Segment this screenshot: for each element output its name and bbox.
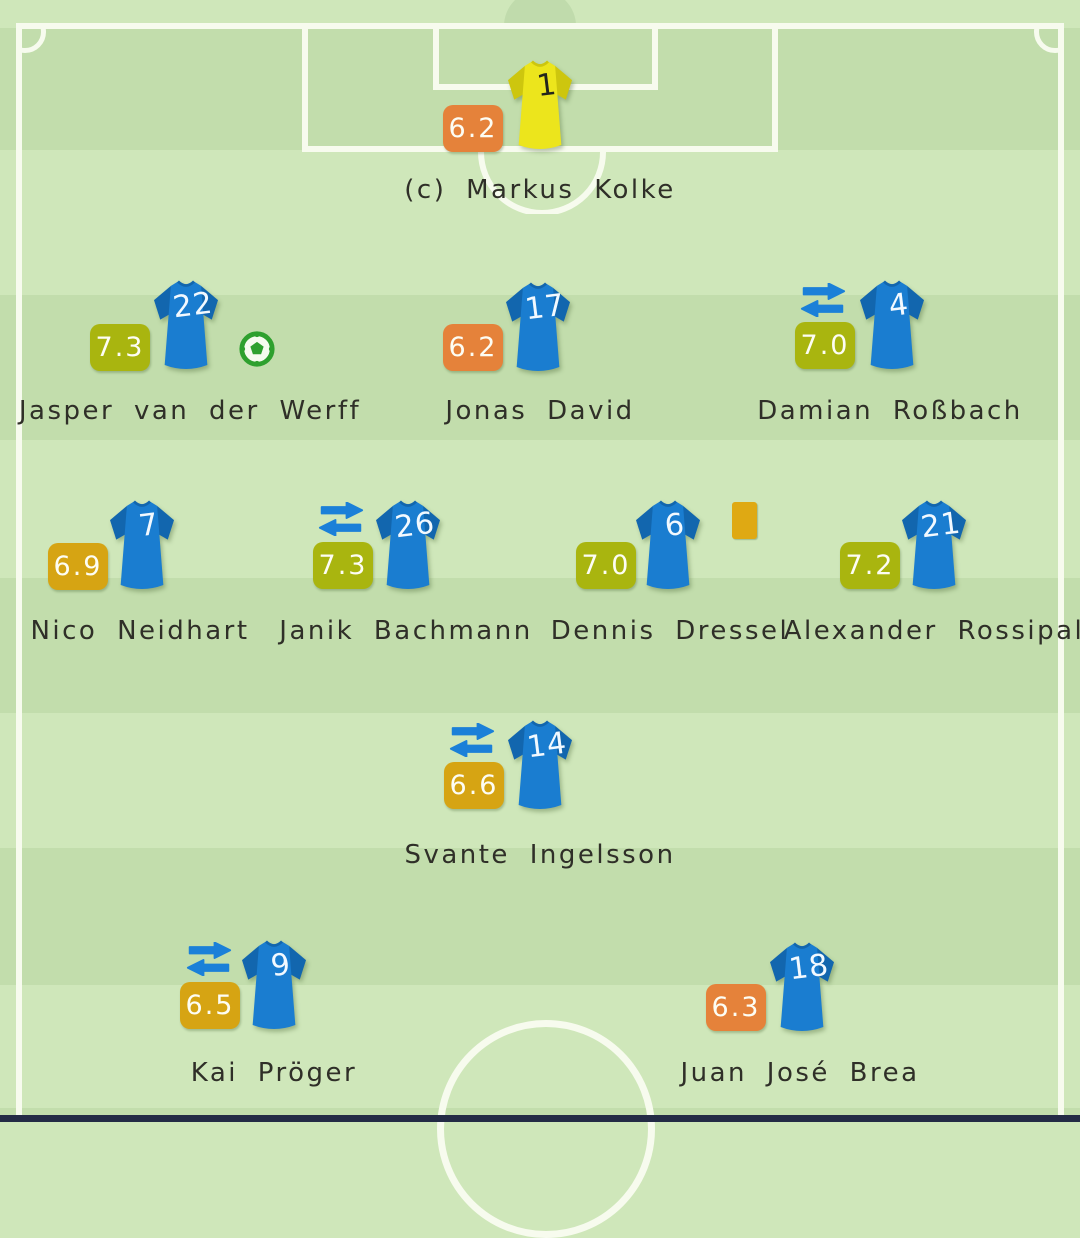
player-nico-neidhart[interactable]: 7 6.9 Nico Neidhart [30, 496, 247, 646]
player-alexander-rossipal[interactable]: 21 7.2 Alexander Rossipal [784, 496, 1080, 646]
substitution-icon [186, 942, 232, 976]
pitch-stripe [0, 848, 1080, 985]
bottom-bar [0, 1115, 1080, 1122]
player-janik-bachmann[interactable]: 26 7.3 Janik Bachmann [279, 496, 530, 646]
player-name: Kai Pröger [190, 1058, 358, 1088]
player-name: Nico Neidhart [30, 616, 250, 646]
player-svante-ingelsson[interactable]: 14 6.6 Svante Ingelsson [404, 716, 673, 870]
pitch-stripe [0, 578, 1080, 713]
player-juan-jose-brea[interactable]: 18 6.3 Juan José Brea [680, 938, 917, 1088]
goalkeeper-jersey-icon [508, 60, 572, 149]
rating-badge: 6.2 [443, 105, 503, 152]
rating-badge: 7.0 [795, 322, 855, 369]
penalty-arc [474, 152, 606, 214]
rating-badge: 7.0 [576, 542, 636, 589]
player-name: Dennis Dressel [550, 616, 790, 646]
goal-line [16, 23, 1064, 29]
rating-badge: 7.3 [90, 324, 150, 371]
rating-badge: 6.2 [443, 324, 503, 371]
player-markus-kolke[interactable]: 1 6.2 (c) Markus Kolke [404, 56, 673, 205]
corner-arc-left [22, 29, 52, 59]
goal-shape [500, 0, 580, 24]
jersey-icon [506, 282, 570, 371]
rating-badge: 6.3 [706, 984, 766, 1031]
left-sideline [16, 23, 22, 1122]
jersey-icon [770, 942, 834, 1031]
substitution-icon [449, 723, 495, 757]
jersey-icon [242, 940, 306, 1029]
player-name: (c) Markus Kolke [404, 175, 676, 205]
player-kai-proger[interactable]: 9 6.5 Kai Pröger [180, 936, 355, 1088]
jersey-icon [636, 500, 700, 589]
yellow-card-icon [732, 502, 757, 539]
rating-badge: 7.2 [840, 542, 900, 589]
rating-badge: 6.5 [180, 982, 240, 1029]
player-damian-rossbach[interactable]: 4 7.0 Damian Roßbach [757, 276, 1020, 426]
jersey-icon [508, 720, 572, 809]
jersey-icon [902, 500, 966, 589]
jersey-icon [154, 280, 218, 369]
rating-badge: 6.6 [444, 762, 504, 809]
goal-scored-icon [239, 331, 275, 367]
right-sideline [1058, 23, 1064, 1122]
jersey-icon [376, 500, 440, 589]
jersey-icon [110, 500, 174, 589]
jersey-icon [860, 280, 924, 369]
player-dennis-dressel[interactable]: 6 7.0 Dennis Dressel [551, 496, 787, 646]
player-name: Svante Ingelsson [404, 840, 676, 870]
center-circle [437, 1020, 655, 1238]
substitution-icon [800, 283, 846, 317]
player-name: Jonas David [445, 396, 635, 426]
player-jonas-david[interactable]: 17 6.2 Jonas David [443, 278, 632, 426]
rating-badge: 7.3 [313, 542, 373, 589]
player-name: Juan José Brea [680, 1058, 920, 1088]
corner-arc-right [1028, 29, 1058, 59]
player-jasper-van-der-werff[interactable]: 22 7.3 Jasper van der Werff [19, 276, 359, 426]
substitution-icon [318, 502, 364, 536]
player-name: Damian Roßbach [757, 396, 1023, 426]
player-name: Janik Bachmann [279, 616, 533, 646]
player-name: Alexander Rossipal [783, 616, 1080, 646]
player-name: Jasper van der Werff [18, 396, 362, 426]
rating-badge: 6.9 [48, 543, 108, 590]
